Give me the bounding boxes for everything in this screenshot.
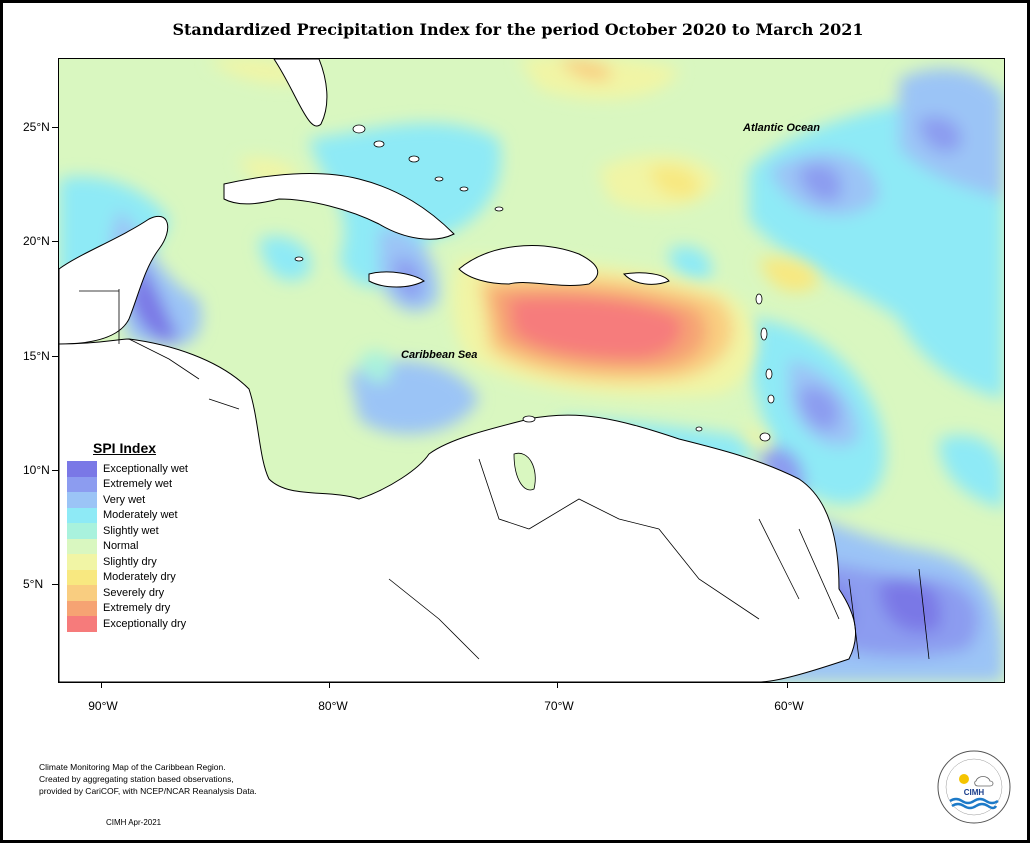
legend-swatch — [67, 492, 97, 508]
legend-swatch — [67, 554, 97, 570]
legend-label: Extremely wet — [103, 478, 173, 491]
legend-item: Very wet — [67, 492, 257, 508]
lat-label-5n: 5°N — [23, 577, 44, 591]
lon-label-60w: 60°W — [774, 699, 804, 713]
legend-item: Normal — [67, 538, 257, 554]
puerto-rico — [622, 272, 670, 285]
lat-tick — [52, 127, 58, 128]
legend-swatch — [67, 461, 97, 477]
florida — [273, 59, 328, 127]
legend-swatch — [67, 585, 97, 601]
lat-label-15n: 15°N — [23, 349, 50, 363]
central-south-america — [59, 338, 857, 682]
cloud-icon — [974, 776, 994, 787]
lon-label-90w: 90°W — [88, 699, 118, 713]
spi-legend: SPI Index Exceptionally wet Extremely wet… — [67, 440, 257, 632]
legend-swatch — [67, 600, 97, 616]
legend-swatch — [67, 523, 97, 539]
borders — [79, 289, 930, 660]
lon-tick — [787, 682, 788, 688]
legend-swatch — [67, 507, 97, 523]
legend-label: Exceptionally dry — [103, 617, 187, 630]
legend-item: Exceptionally dry — [67, 616, 257, 632]
legend-label: Normal — [103, 540, 139, 553]
wet-anomalies — [59, 68, 1004, 682]
legend-swatch — [67, 616, 97, 632]
cimh-logo: CIMH — [937, 750, 1011, 824]
lake-maracaibo — [513, 452, 536, 491]
credit-text: CIMH Apr-2021 — [106, 818, 162, 827]
legend-rows: Exceptionally wet Extremely wet Very wet Mo… — [67, 461, 257, 632]
small-islands — [294, 124, 775, 442]
legend-swatch — [67, 538, 97, 554]
legend-label: Slightly wet — [103, 524, 159, 537]
legend-swatch — [67, 476, 97, 492]
legend-item: Severely dry — [67, 585, 257, 601]
lat-label-20n: 20°N — [23, 234, 50, 248]
footnote-line: provided by CariCOF, with NCEP/NCAR Rean… — [39, 786, 257, 796]
wave-icon — [949, 797, 999, 805]
lat-tick — [52, 584, 58, 585]
legend-item: Slightly dry — [67, 554, 257, 570]
legend-label: Very wet — [103, 493, 146, 506]
legend-label: Moderately dry — [103, 571, 176, 584]
lat-tick — [52, 356, 58, 357]
legend-label: Exceptionally wet — [103, 462, 188, 475]
jamaica — [368, 271, 425, 288]
footnote: Climate Monitoring Map of the Caribbean … — [39, 761, 257, 797]
caribbean-sea-label: Caribbean Sea — [401, 349, 478, 361]
spi-map-svg — [59, 59, 1004, 682]
lon-tick — [557, 682, 558, 688]
footnote-line: Created by aggregating station based obs… — [39, 774, 234, 784]
legend-label: Moderately wet — [103, 509, 178, 522]
yucatan — [59, 215, 169, 345]
legend-item: Extremely wet — [67, 476, 257, 492]
legend-item: Moderately wet — [67, 507, 257, 523]
legend-title: SPI Index — [93, 440, 157, 456]
lon-label-80w: 80°W — [318, 699, 348, 713]
lat-tick — [52, 470, 58, 471]
legend-label: Slightly dry — [103, 555, 157, 568]
legend-item: Slightly wet — [67, 523, 257, 539]
cuba — [223, 173, 455, 240]
sun-icon — [959, 774, 969, 784]
legend-item: Extremely dry — [67, 600, 257, 616]
logo-text: CIMH — [964, 788, 985, 797]
map-title: Standardized Precipitation Index for the… — [172, 20, 864, 39]
legend-item: Moderately dry — [67, 569, 257, 585]
lat-label-25n: 25°N — [23, 120, 50, 134]
legend-label: Severely dry — [103, 586, 165, 599]
lon-tick — [101, 682, 102, 688]
legend-label: Extremely dry — [103, 602, 171, 615]
legend-swatch — [67, 569, 97, 585]
lat-label-10n: 10°N — [23, 463, 50, 477]
lat-tick — [52, 241, 58, 242]
legend-item: Exceptionally wet — [67, 461, 257, 477]
land-masses — [59, 59, 857, 682]
spi-map — [58, 58, 1005, 683]
hispaniola — [458, 245, 599, 286]
footnote-line: Climate Monitoring Map of the Caribbean … — [39, 762, 226, 772]
lon-tick — [329, 682, 330, 688]
dry-anomalies — [209, 59, 819, 451]
lon-label-70w: 70°W — [544, 699, 574, 713]
atlantic-ocean-label: Atlantic Ocean — [743, 122, 821, 134]
